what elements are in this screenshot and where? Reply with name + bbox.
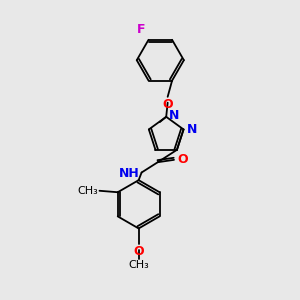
Text: O: O	[178, 153, 188, 166]
Text: CH₃: CH₃	[77, 186, 98, 196]
Text: N: N	[187, 123, 197, 136]
Text: NH: NH	[119, 167, 140, 180]
Text: O: O	[133, 244, 144, 258]
Text: F: F	[136, 23, 145, 36]
Text: N: N	[169, 109, 179, 122]
Text: O: O	[162, 98, 173, 111]
Text: CH₃: CH₃	[128, 260, 149, 270]
